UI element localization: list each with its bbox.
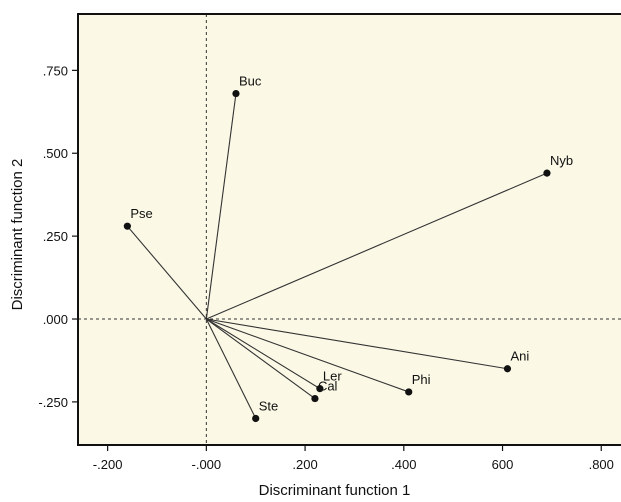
point-pse xyxy=(123,222,131,230)
y-axis-ticks: .750 .500 .250 .000 -.250 xyxy=(38,63,78,410)
vector-cal xyxy=(206,318,316,400)
x-axis-ticks: -.200 -.000 .200 .400 600 .800 xyxy=(93,445,614,472)
y-tick-label: .500 xyxy=(43,146,68,161)
point-ler xyxy=(316,385,324,393)
x-tick-label: .200 xyxy=(292,457,317,472)
vector-nyb xyxy=(206,172,548,320)
y-tick-label: .750 xyxy=(43,63,68,78)
x-tick-label: -.000 xyxy=(192,457,222,472)
y-tick-label: .250 xyxy=(43,229,68,244)
vector-ler xyxy=(206,318,321,390)
y-tick-label: .000 xyxy=(43,312,68,327)
vector-lines xyxy=(126,93,548,419)
reference-lines xyxy=(78,14,621,445)
x-axis-title: Discriminant function 1 xyxy=(259,482,411,499)
plot-area xyxy=(78,14,621,445)
vector-pse xyxy=(126,225,207,320)
x-tick-label: -.200 xyxy=(93,457,123,472)
point-nyb xyxy=(543,169,551,177)
vector-buc xyxy=(205,93,237,320)
point-label-phi: Phi xyxy=(412,372,431,387)
point-label-ste: Ste xyxy=(259,398,279,413)
data-points xyxy=(123,89,551,423)
plot-frame xyxy=(77,13,621,446)
vector-ani xyxy=(206,318,508,370)
y-tick-label: -.250 xyxy=(38,395,68,410)
x-tick-label: .400 xyxy=(391,457,416,472)
point-label-ler: Ler xyxy=(323,369,342,384)
point-label-nyb: Nyb xyxy=(550,153,573,168)
x-tick-label: .800 xyxy=(589,457,614,472)
point-label-buc: Buc xyxy=(239,74,262,89)
point-label-ani: Ani xyxy=(510,349,529,364)
point-ani xyxy=(503,365,512,373)
vector-ste xyxy=(205,318,257,419)
point-label-cal: Cal xyxy=(318,379,338,394)
y-axis-title: Discriminant function 2 xyxy=(9,159,26,311)
point-buc xyxy=(232,89,240,98)
vector-phi xyxy=(206,318,409,393)
point-label-pse: Pse xyxy=(130,206,152,221)
point-cal xyxy=(311,394,319,403)
point-ste xyxy=(252,414,260,423)
point-phi xyxy=(405,388,413,396)
x-tick-label: 600 xyxy=(492,457,514,472)
